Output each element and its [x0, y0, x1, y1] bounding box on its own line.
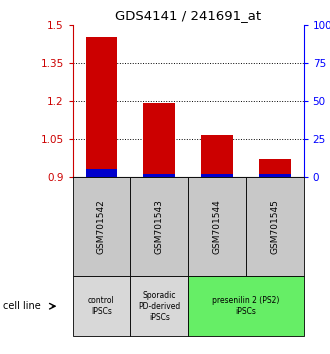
Bar — [143, 103, 175, 177]
Bar — [130, 276, 188, 336]
Text: Sporadic
PD-derived
iPSCs: Sporadic PD-derived iPSCs — [138, 291, 181, 322]
Text: GSM701544: GSM701544 — [213, 199, 221, 254]
Bar — [188, 177, 246, 276]
Bar — [246, 177, 304, 276]
Text: control
IPSCs: control IPSCs — [88, 296, 115, 316]
Bar — [188, 276, 304, 336]
Bar — [259, 159, 291, 177]
Bar — [85, 38, 117, 177]
Text: cell line: cell line — [3, 301, 41, 311]
Bar — [130, 177, 188, 276]
Bar — [73, 276, 130, 336]
Text: GSM701543: GSM701543 — [155, 199, 164, 254]
Bar — [201, 174, 233, 177]
Text: GSM701545: GSM701545 — [270, 199, 279, 254]
Bar — [143, 174, 175, 177]
Bar — [259, 174, 291, 177]
Bar — [201, 135, 233, 177]
Title: GDS4141 / 241691_at: GDS4141 / 241691_at — [115, 9, 261, 22]
Text: GSM701542: GSM701542 — [97, 199, 106, 254]
Bar — [73, 177, 130, 276]
Text: presenilin 2 (PS2)
iPSCs: presenilin 2 (PS2) iPSCs — [212, 296, 280, 316]
Bar — [85, 169, 117, 177]
